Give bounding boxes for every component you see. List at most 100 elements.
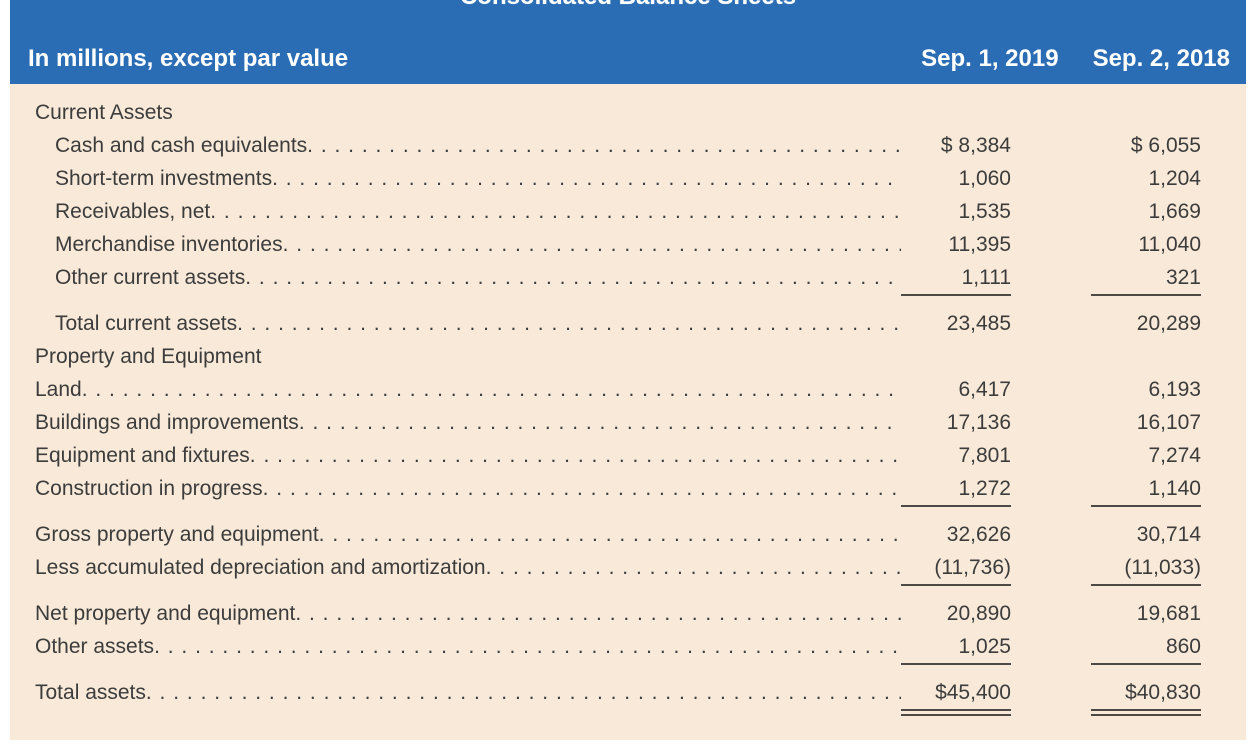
row-label-cell: Land xyxy=(35,373,901,406)
dot-leader xyxy=(299,406,901,439)
table-row-item: Buildings and improvements 17,136 16,107 xyxy=(10,406,1246,439)
table-row-item: Other assets 1,025 860 xyxy=(10,630,1246,665)
row-label-cell: Current Assets xyxy=(35,96,901,129)
row-label: Total assets xyxy=(35,681,146,704)
table-row-item: Merchandise inventories 11,395 11,040 xyxy=(10,228,1246,261)
value-2018: 6,193 xyxy=(1148,378,1201,401)
row-label: Construction in progress xyxy=(35,477,263,500)
table-row-subtotal: Gross property and equipment 32,626 30,7… xyxy=(10,518,1246,551)
row-label: Cash and cash equivalents xyxy=(55,134,308,157)
column-header-2019: Sep. 1, 2019 xyxy=(921,45,1059,72)
row-label: Land xyxy=(35,378,82,401)
row-label-cell: Equipment and fixtures xyxy=(35,439,901,472)
table-row-item: Less accumulated depreciation and amorti… xyxy=(10,551,1246,586)
row-label-cell: Net property and equipment xyxy=(35,597,901,630)
row-label-cell: Short-term investments xyxy=(55,162,901,195)
value-2019: 1,060 xyxy=(958,167,1011,190)
value-2019: 11,395 xyxy=(948,233,1011,256)
row-label-cell: Merchandise inventories xyxy=(55,228,901,261)
row-label: Net property and equipment xyxy=(35,602,296,625)
value-2018: 1,204 xyxy=(1148,167,1201,190)
dot-leader xyxy=(82,373,901,406)
date-columns: Sep. 1, 2019 Sep. 2, 2018 xyxy=(921,45,1230,73)
dot-leader xyxy=(154,630,901,663)
row-label-cell: Construction in progress xyxy=(35,472,901,505)
value-2019: $ 8,384 xyxy=(940,134,1011,157)
value-2018: (11,033) xyxy=(1091,551,1201,586)
row-label: Property and Equipment xyxy=(35,345,262,368)
table-row-item: Cash and cash equivalents $ 8,384 $ 6,05… xyxy=(10,129,1246,162)
row-label-cell: Total assets xyxy=(35,676,901,709)
value-2018: 11,040 xyxy=(1138,233,1201,256)
value-2018: 19,681 xyxy=(1136,602,1201,625)
header-band: Consolidated Balance Sheets In millions,… xyxy=(10,0,1246,84)
row-label: Gross property and equipment xyxy=(35,523,319,546)
value-2019: 1,272 xyxy=(901,472,1011,507)
value-2019: 1,025 xyxy=(901,630,1011,665)
row-label-cell: Property and Equipment xyxy=(35,340,901,373)
table-row-subtotal: Net property and equipment 20,890 19,681 xyxy=(10,597,1246,630)
column-header-2018: Sep. 2, 2018 xyxy=(1092,45,1230,72)
value-2019: (11,736) xyxy=(901,551,1011,586)
row-label-cell: Total current assets xyxy=(55,307,901,340)
value-2018: $ 6,055 xyxy=(1130,134,1201,157)
document-title-clip: Consolidated Balance Sheets xyxy=(10,0,1246,11)
value-2019: 20,890 xyxy=(946,602,1011,625)
table-row-total: Total assets $45,400 $40,830 xyxy=(10,676,1246,716)
balance-sheet-panel: Consolidated Balance Sheets In millions,… xyxy=(10,0,1246,740)
row-label-cell: Other current assets xyxy=(55,261,901,294)
dot-leader xyxy=(486,551,901,584)
value-2019: 23,485 xyxy=(946,312,1011,335)
dot-leader xyxy=(237,307,901,340)
value-2019: $45,400 xyxy=(901,676,1011,716)
value-2018: 1,669 xyxy=(1148,200,1201,223)
value-2019: 32,626 xyxy=(946,523,1011,546)
row-label: Current Assets xyxy=(35,101,173,124)
table-row-item: Short-term investments 1,060 1,204 xyxy=(10,162,1246,195)
table-row-heading: Current Assets xyxy=(10,96,1246,129)
value-2019: 17,136 xyxy=(946,411,1011,434)
value-2019: 6,417 xyxy=(958,378,1011,401)
table-row-item: Equipment and fixtures 7,801 7,274 xyxy=(10,439,1246,472)
dot-leader xyxy=(146,676,901,709)
value-2018: 30,714 xyxy=(1136,523,1201,546)
dot-leader xyxy=(283,228,901,261)
table-row-item: Construction in progress 1,272 1,140 xyxy=(10,472,1246,507)
table-row-item: Other current assets 1,111 321 xyxy=(10,261,1246,296)
row-label: Short-term investments xyxy=(55,167,273,190)
row-label-cell: Cash and cash equivalents xyxy=(55,129,901,162)
value-2018: 16,107 xyxy=(1136,411,1201,434)
row-label-cell: Gross property and equipment xyxy=(35,518,901,551)
row-label: Total current assets xyxy=(55,312,238,335)
row-label: Other assets xyxy=(35,635,155,658)
value-2018: 1,140 xyxy=(1091,472,1201,507)
value-2019: 1,535 xyxy=(958,200,1011,223)
value-2018: 321 xyxy=(1091,261,1201,296)
dot-leader xyxy=(295,597,901,630)
row-label: Merchandise inventories xyxy=(55,233,283,256)
row-label: Equipment and fixtures xyxy=(35,444,250,467)
value-2019: 7,801 xyxy=(958,444,1011,467)
value-2019: 1,111 xyxy=(901,261,1011,296)
row-label: Receivables, net xyxy=(55,200,211,223)
row-label-cell: Buildings and improvements xyxy=(35,406,901,439)
column-header-row: In millions, except par value Sep. 1, 20… xyxy=(28,45,1230,73)
table-body: Current Assets Cash and cash equivalents… xyxy=(10,84,1246,740)
table-row-item: Receivables, net 1,535 1,669 xyxy=(10,195,1246,228)
value-2018: 7,274 xyxy=(1148,444,1201,467)
table-row-heading: Property and Equipment xyxy=(10,340,1246,373)
table-caption: In millions, except par value xyxy=(28,45,349,72)
row-label: Less accumulated depreciation and amorti… xyxy=(35,556,486,579)
document-title: Consolidated Balance Sheets xyxy=(10,0,1246,11)
row-label-cell: Receivables, net xyxy=(55,195,901,228)
row-label-cell: Other assets xyxy=(35,630,901,663)
value-2018: 20,289 xyxy=(1136,312,1201,335)
row-label: Other current assets xyxy=(55,266,246,289)
dot-leader xyxy=(272,162,901,195)
value-2018: 860 xyxy=(1091,630,1201,665)
value-2018: $40,830 xyxy=(1091,676,1201,716)
row-label-cell: Less accumulated depreciation and amorti… xyxy=(35,551,901,584)
dot-leader xyxy=(263,472,901,505)
row-label: Buildings and improvements xyxy=(35,411,299,434)
